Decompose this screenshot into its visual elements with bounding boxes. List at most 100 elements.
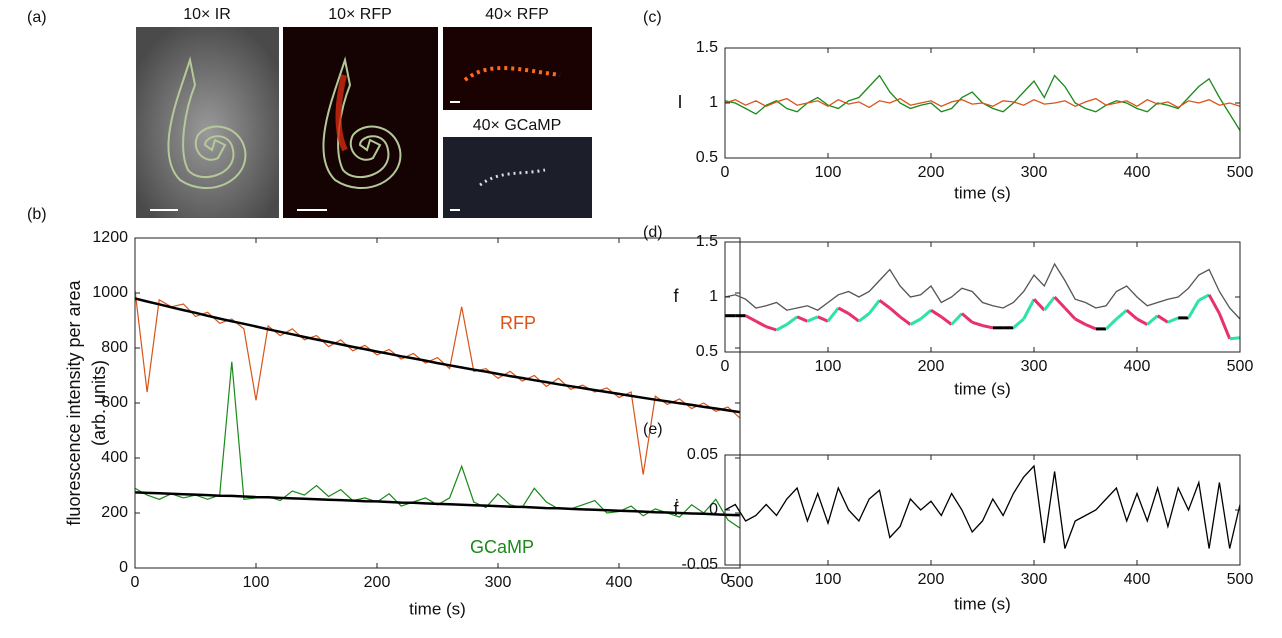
segment [950,312,963,326]
y-tick-label: 1200 [92,229,128,246]
segment [1229,336,1240,341]
y-tick-label: -0.05 [682,556,719,573]
y-tick-label: 0.5 [696,343,718,360]
y-tick-label: 800 [101,339,128,356]
segment [960,312,974,324]
segment [1136,317,1149,326]
x-tick-label: 200 [918,164,945,181]
x-tick-label: 500 [1227,358,1254,375]
series-label: GCaMP [470,537,534,557]
segment [1053,295,1066,310]
signal [335,74,348,152]
y-tick-label: 0.05 [687,446,718,463]
x-tick-label: 100 [815,571,842,588]
x-tick-label: 100 [243,574,270,591]
panel-label: (b) [27,206,47,223]
x-tick-label: 400 [1124,164,1151,181]
gcamp40-image [443,137,592,218]
outline [322,56,402,190]
x-tick-label: 100 [815,358,842,375]
segment [837,306,850,315]
plot-area [135,290,740,529]
x-tick-label: 400 [606,574,633,591]
y-axis-label: f [673,286,679,306]
segment [919,309,932,321]
segment [971,320,983,328]
segment [1084,323,1097,331]
segment [1207,294,1221,315]
segment [1198,293,1210,302]
segment [775,323,788,332]
segment [940,315,953,326]
y-tick-label: 600 [101,394,128,411]
segment [1063,306,1077,321]
x-tick-label: 400 [1124,571,1151,588]
segment [1105,317,1118,330]
plot-area [725,262,1240,341]
segment [1115,309,1128,321]
x-tick-label: 200 [918,571,945,588]
segment [1012,317,1025,329]
outline [167,56,247,190]
panel-label: (e) [643,421,663,438]
panel-label: (a) [27,9,47,26]
x-tick-label: 300 [485,574,512,591]
series-line [725,262,1240,320]
y-tick-label: 200 [101,504,128,521]
image-title: 40× GCaMP [473,117,561,134]
segment [1187,299,1201,319]
segment [930,308,943,319]
rfp-image [283,27,438,218]
segment [1167,316,1179,324]
y-tick-label: 1.5 [696,233,718,250]
segment [785,315,798,326]
x-tick-label: 0 [721,164,730,181]
x-tick-label: 0 [721,571,730,588]
y-tick-label: 0.5 [696,149,718,166]
x-axis-label: time (s) [954,183,1011,202]
rfp40-image [443,27,592,110]
series-line [725,97,1240,109]
segment [1032,298,1046,312]
panel-label: (d) [643,224,663,241]
segment [744,314,757,323]
x-tick-label: 200 [918,358,945,375]
panel-a: (a) 10× IR 10× RFP 40× RFP 40× GCaMP [27,6,592,218]
segment [878,299,891,310]
x-tick-label: 500 [1227,571,1254,588]
panel-label: (c) [643,9,662,26]
signal [479,168,546,187]
x-axis-label: time (s) [954,379,1011,398]
y-tick-label: 0 [709,501,718,518]
segment [868,299,881,315]
y-axis-label: fluorescence intensity per area [64,279,84,525]
y-tick-label: 1 [709,288,718,305]
segment [1156,314,1169,324]
series-line [725,464,1240,549]
segment [858,312,871,323]
plot-area [725,464,1240,549]
x-tick-label: 500 [727,574,754,591]
segment [1043,296,1056,312]
x-axis-label: time (s) [409,599,466,618]
segment [888,306,902,318]
axes-box [724,241,1241,353]
series-line [135,491,740,517]
segment [806,315,819,323]
segment [826,307,840,323]
axes-box [134,237,741,569]
segment [1022,298,1036,320]
segment [909,317,922,326]
ir-image [136,27,279,218]
segment [1218,312,1232,340]
series-line [135,290,740,475]
signal [463,66,561,82]
segment [796,315,808,323]
x-tick-label: 300 [1021,358,1048,375]
y-tick-label: 1000 [92,284,128,301]
image-title: 40× RFP [485,6,549,23]
x-tick-label: 400 [1124,358,1151,375]
segment [1146,314,1159,326]
segment [755,319,767,329]
